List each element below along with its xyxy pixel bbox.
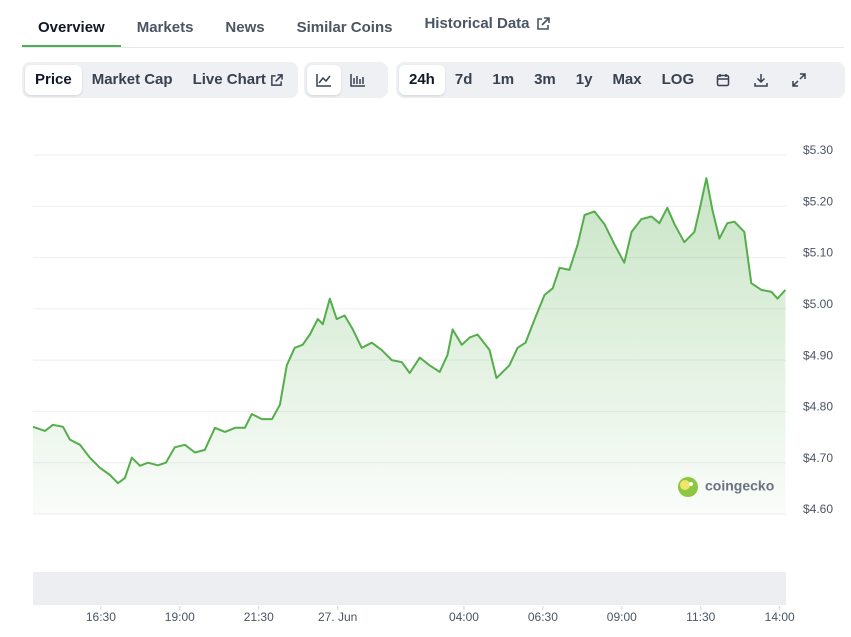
x-tick-label: 16:30	[86, 610, 116, 624]
x-tick-label: 06:30	[528, 610, 558, 624]
y-tick-label: $4.90	[803, 348, 833, 362]
x-tick-label: 27. Jun	[318, 610, 357, 624]
button[interactable]: Live Chart	[183, 65, 293, 95]
chart-type-group: Price Market Cap Live Chart	[22, 62, 298, 98]
volume-area	[33, 572, 786, 605]
button[interactable]: 24h	[399, 65, 445, 95]
range-group: 24h 7d 1m 3m 1y Max LOG	[396, 62, 845, 98]
download-button[interactable]	[742, 65, 780, 95]
y-tick-label: $5.00	[803, 297, 833, 311]
button[interactable]: Max	[612, 71, 642, 88]
y-tick-label: $4.60	[803, 502, 833, 516]
view-group	[304, 62, 388, 98]
price-line	[32, 177, 787, 485]
button[interactable]: Price	[25, 65, 82, 95]
tab[interactable]: Overview	[22, 0, 121, 47]
line-view-button[interactable]	[307, 65, 341, 95]
button[interactable]: 1y	[575, 71, 593, 88]
fullscreen-button[interactable]	[780, 65, 818, 95]
y-tick-label: $5.30	[803, 143, 833, 157]
price-area	[33, 178, 786, 514]
button[interactable]: 7d	[454, 71, 473, 88]
tab[interactable]: News	[225, 19, 265, 36]
button-label: Live Chart	[192, 71, 266, 88]
calendar-button[interactable]	[704, 65, 742, 95]
tab-bar: Overview Markets News Similar Coins Hist…	[22, 0, 844, 48]
button[interactable]: 1m	[492, 71, 515, 88]
x-tick-label: 04:00	[449, 610, 479, 624]
button[interactable]: LOG	[661, 71, 695, 88]
tab[interactable]: Markets	[136, 19, 194, 36]
button[interactable]: 3m	[534, 71, 556, 88]
y-tick-label: $4.70	[803, 451, 833, 465]
x-tick-label: 14:00	[765, 610, 795, 624]
tab-label: Historical Data	[424, 14, 530, 32]
x-tick-label: 21:30	[244, 610, 274, 624]
y-tick-label: $5.20	[803, 194, 833, 208]
x-tick-label: 09:00	[607, 610, 637, 624]
external-icon	[536, 16, 550, 30]
tab[interactable]: Historical Data	[408, 0, 565, 47]
button[interactable]: Market Cap	[91, 71, 173, 88]
price-chart: coingecko $4.60 $4.70 $4.80 $4.90 $5.00 $5.10…	[32, 143, 833, 624]
tab[interactable]: Similar Coins	[296, 19, 393, 36]
candle-view-button[interactable]	[341, 65, 375, 95]
y-tick-label: $5.10	[803, 246, 833, 260]
y-tick-label: $4.80	[803, 400, 833, 414]
external-icon	[271, 73, 283, 86]
watermark: coingecko	[678, 477, 774, 497]
watermark-text: coingecko	[705, 478, 774, 494]
x-tick-label: 19:00	[165, 610, 195, 624]
x-tick-label: 11:30	[686, 610, 715, 624]
